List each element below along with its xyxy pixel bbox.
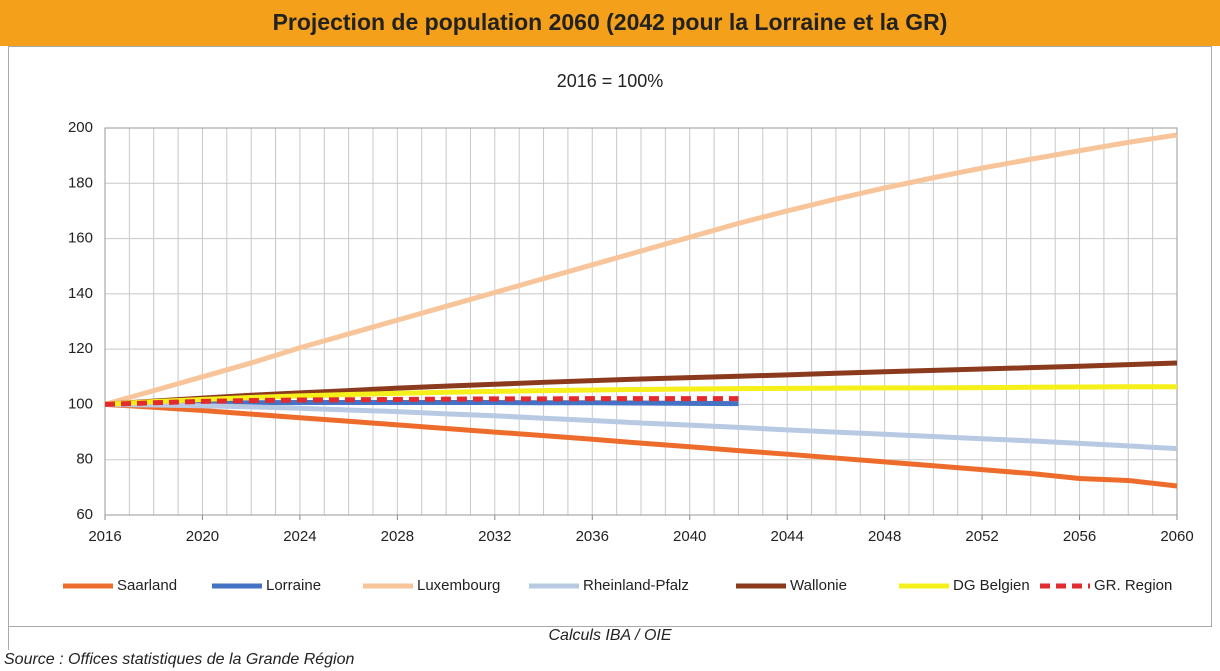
y-tick-label: 60 [76, 506, 93, 523]
x-tick-label: 2028 [381, 528, 414, 545]
legend-label: Wallonie [790, 577, 847, 594]
x-tick-label: 2040 [673, 528, 706, 545]
legend-label: Lorraine [266, 577, 321, 594]
plot-frame [104, 127, 1178, 516]
legend-label: Luxembourg [417, 577, 500, 594]
x-tick-label: 2020 [186, 528, 219, 545]
x-tick-label: 2056 [1063, 528, 1096, 545]
y-tick-label: 120 [68, 340, 93, 357]
x-tick-label: 2032 [478, 528, 511, 545]
source: Source : Offices statistiques de la Gran… [4, 651, 355, 668]
title-bar [0, 0, 1220, 46]
legend-label: Saarland [117, 577, 177, 594]
y-tick-label: 180 [68, 174, 93, 191]
legend-label: Rheinland-Pfalz [583, 577, 689, 594]
x-tick-label: 2060 [1160, 528, 1193, 545]
x-tick-label: 2048 [868, 528, 901, 545]
y-tick-label: 80 [76, 451, 93, 468]
x-tick-label: 2016 [88, 528, 121, 545]
series-line [104, 396, 739, 407]
x-tick-label: 2036 [576, 528, 609, 545]
series-line [104, 401, 1178, 452]
x-tick-label: 2044 [770, 528, 803, 545]
y-tick-label: 200 [68, 119, 93, 136]
chart-subtitle: 2016 = 100% [557, 71, 664, 91]
chart-frame [8, 46, 1212, 627]
annotation: Calculs IBA / OIE [549, 627, 672, 644]
y-tick-label: 100 [68, 395, 93, 412]
series-line [104, 360, 1178, 407]
series-line [104, 401, 1178, 489]
series-line [104, 384, 1177, 407]
legend-label: GR. Region [1094, 577, 1172, 594]
x-tick-label: 2052 [965, 528, 998, 545]
legend-label: DG Belgien [953, 577, 1030, 594]
y-tick-label: 160 [68, 230, 93, 247]
chart-title: Projection de population 2060 (2042 pour… [273, 9, 948, 35]
series-line [104, 132, 1178, 407]
y-tick-label: 140 [68, 285, 93, 302]
x-tick-label: 2024 [283, 528, 316, 545]
